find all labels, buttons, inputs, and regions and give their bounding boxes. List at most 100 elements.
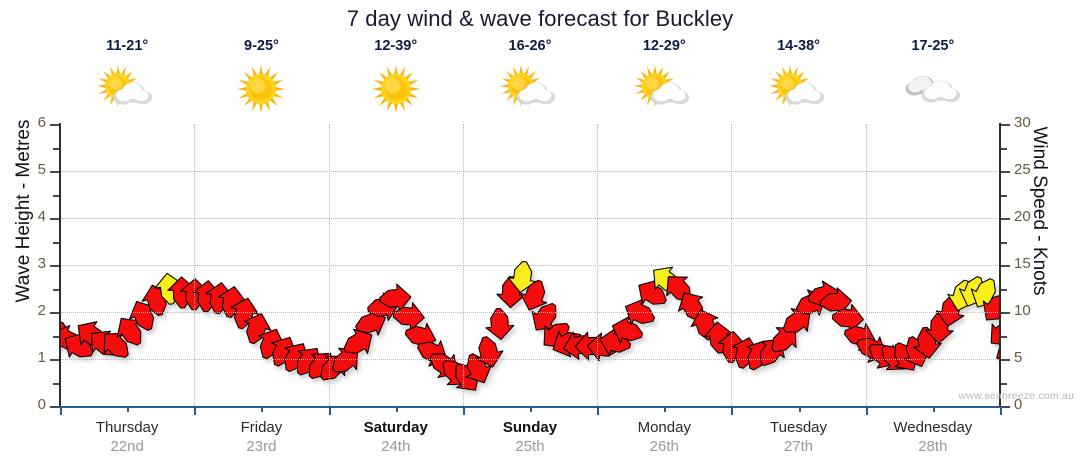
axis-tick: [50, 359, 59, 361]
axis-tick-minor: [1001, 194, 1007, 197]
bottom-axis-tick: [597, 406, 600, 415]
wind-arrow: [519, 279, 548, 311]
wind-arrow: [230, 297, 259, 330]
bottom-axis-tick-minor: [261, 406, 264, 412]
day-summary-saturday: 12-39°: [329, 36, 463, 124]
axis-tick-minor: [1001, 382, 1007, 385]
day-name: Saturday: [363, 419, 428, 436]
left-axis-tick-label: 1: [37, 349, 46, 366]
wind-arrow: [331, 347, 359, 373]
left-axis-tick-label: 4: [37, 208, 46, 225]
axis-tick: [1001, 218, 1010, 220]
axis-tick-minor: [53, 335, 59, 338]
axis-tick: [1001, 359, 1010, 361]
wind-arrow: [782, 307, 811, 333]
horizontal-gridline: [60, 312, 1000, 313]
day-date: 23rd: [246, 438, 277, 455]
partly-cloudy-icon: [624, 58, 704, 120]
day-name: Tuesday: [770, 419, 828, 436]
right-axis-tick-label: 10: [1014, 302, 1031, 319]
axis-tick-minor: [53, 288, 59, 291]
bottom-axis-tick-minor: [530, 406, 532, 412]
axis-tick-minor: [1001, 241, 1007, 244]
day-summary-thursday: 11-21°: [60, 36, 194, 124]
day-summary-wednesday: 17-25°: [866, 36, 1000, 124]
wind-arrow-series: [60, 124, 1000, 406]
right-axis-tick-label: 0: [1014, 396, 1023, 413]
day-label-monday: Monday 26th: [597, 418, 731, 468]
temperature-range: 12-39°: [374, 38, 418, 54]
horizontal-gridline: [60, 359, 1000, 360]
wind-arrow: [465, 353, 492, 384]
left-axis-line: [59, 123, 61, 407]
axis-tick-minor: [1001, 288, 1007, 291]
sunny-icon: [356, 58, 436, 120]
right-axis-tick-label: 15: [1014, 255, 1031, 272]
bottom-axis-tick: [328, 406, 331, 415]
left-axis-tick-label: 3: [37, 255, 46, 272]
day-label-wednesday: Wednesday 28th: [866, 418, 1000, 468]
temperature-range: 17-25°: [911, 38, 955, 54]
day-summary-friday: 9-25°: [194, 36, 328, 124]
axis-tick-minor: [53, 147, 59, 150]
axis-tick-minor: [53, 194, 59, 197]
day-summary-strip: 11-21° 9-25° 12-39° 16-26° 12-29° 14-38°: [60, 36, 1000, 124]
right-axis-tick-label: 25: [1014, 161, 1031, 178]
wind-arrow-gust: [507, 260, 537, 293]
day-summary-sunday: 16-26°: [463, 36, 597, 124]
horizontal-gridline: [60, 218, 1000, 219]
axis-tick: [50, 124, 59, 126]
temperature-range: 12-29°: [642, 38, 686, 54]
day-name: Thursday: [95, 419, 159, 436]
bottom-axis-tick: [194, 406, 197, 415]
temperature-range: 11-21°: [106, 38, 149, 54]
partly-cloudy-icon: [490, 58, 570, 120]
bottom-axis-tick: [462, 406, 465, 415]
day-separator-gridline: [462, 124, 464, 406]
axis-tick: [1001, 171, 1010, 173]
wind-arrow: [990, 321, 1000, 346]
day-date: 26th: [649, 438, 679, 455]
day-separator-gridline: [194, 124, 196, 406]
right-axis-tick-label: 20: [1014, 208, 1031, 225]
temperature-range: 9-25°: [244, 38, 279, 54]
day-date: 22nd: [110, 438, 144, 455]
wind-arrow: [243, 313, 272, 345]
bottom-axis-tick: [60, 406, 62, 415]
axis-tick: [50, 218, 59, 220]
left-axis-tick-label: 0: [37, 396, 46, 413]
axis-tick: [50, 406, 59, 408]
right-axis-line: [999, 123, 1001, 407]
axis-tick: [1001, 265, 1010, 267]
temperature-range: 16-26°: [508, 38, 552, 54]
left-axis-tick-label: 6: [37, 114, 46, 131]
bottom-axis-tick-minor: [932, 406, 935, 412]
wind-arrow: [982, 293, 1000, 321]
day-label-sunday: Sunday 25th: [463, 418, 597, 468]
day-label-saturday: Saturday 24th: [329, 418, 463, 468]
plot-area: [60, 124, 1000, 406]
horizontal-gridline: [60, 265, 1000, 266]
bottom-axis-tick: [731, 406, 734, 415]
axis-tick: [1001, 406, 1010, 408]
cloudy-icon: [893, 58, 973, 120]
axis-tick-minor: [1001, 335, 1007, 338]
axis-tick-minor: [53, 382, 59, 385]
axis-tick: [50, 171, 59, 173]
right-axis-tick-label: 30: [1014, 114, 1031, 131]
axis-tick: [50, 265, 59, 267]
bottom-axis-tick-minor: [664, 406, 667, 412]
bottom-axis-tick: [865, 406, 868, 415]
day-date: 28th: [918, 438, 948, 455]
day-name: Wednesday: [893, 419, 973, 436]
axis-tick-minor: [53, 241, 59, 244]
sunny-icon: [221, 58, 301, 120]
axis-tick: [1001, 124, 1010, 126]
day-label-strip: Thursday 22nd Friday 23rd Saturday 24th Sunday…: [60, 418, 1000, 468]
wind-arrow: [771, 327, 797, 353]
day-summary-monday: 12-29°: [597, 36, 731, 124]
horizontal-gridline: [60, 171, 1000, 172]
axis-tick: [50, 312, 59, 314]
wind-arrow: [485, 307, 515, 341]
